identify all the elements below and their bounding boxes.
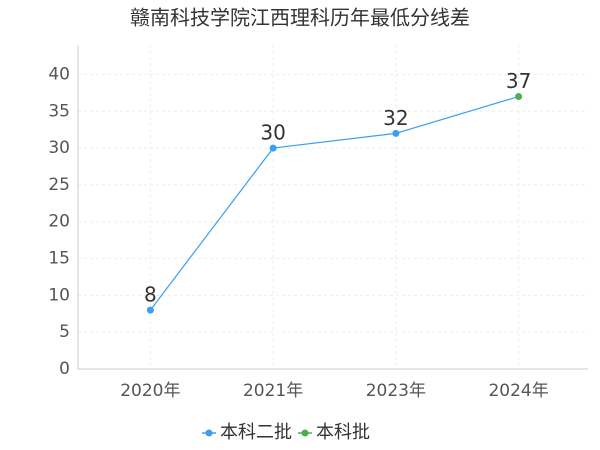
- x-tick-label: 2023年: [366, 381, 426, 401]
- legend-marker: [205, 429, 213, 437]
- y-tick-label: 35: [48, 101, 70, 121]
- x-tick-label: 2024年: [488, 381, 548, 401]
- point: [515, 93, 523, 101]
- y-tick-label: 15: [48, 249, 70, 269]
- connector: [395, 95, 519, 134]
- y-tick-label: 30: [48, 138, 70, 158]
- x-tick-label: 2021年: [243, 381, 303, 401]
- legend-label: 本科二批: [220, 422, 292, 443]
- data-label: 8: [144, 283, 157, 307]
- data-label: 30: [260, 121, 285, 145]
- y-tick-label: 0: [59, 359, 70, 379]
- data-label: 32: [383, 106, 408, 130]
- legend-marker: [301, 429, 309, 437]
- y-tick-label: 20: [48, 212, 70, 232]
- x-tick-label: 2020年: [120, 381, 180, 401]
- y-tick-label: 40: [48, 64, 70, 84]
- point: [269, 144, 277, 152]
- chart-title: 赣南科技学院江西理科历年最低分线差: [130, 6, 470, 30]
- y-tick-label: 5: [59, 322, 70, 342]
- legend-label: 本科批: [316, 422, 370, 443]
- point: [146, 306, 154, 314]
- y-tick-label: 10: [48, 285, 70, 305]
- data-label: 37: [506, 69, 531, 93]
- y-tick-label: 25: [48, 175, 70, 195]
